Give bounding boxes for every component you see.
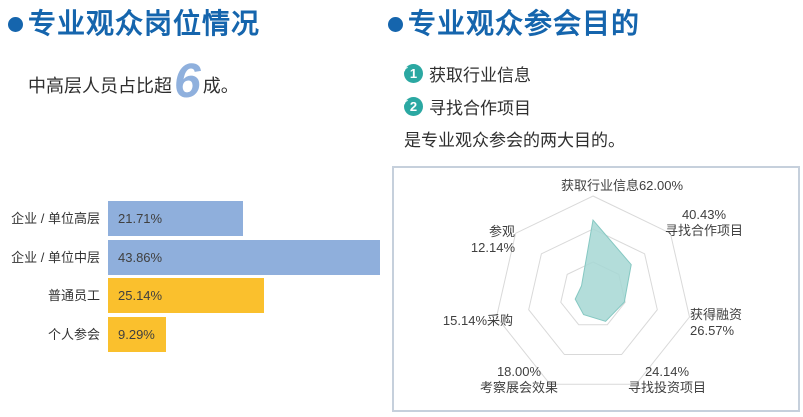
left-subtitle: 中高层人员占比超 6 成。: [28, 58, 239, 106]
bar-category-label: 个人参会: [47, 326, 100, 342]
radar-axis-label: 获得融资 26.57%: [690, 307, 743, 338]
right-section-title: 专业观众参会目的: [388, 8, 641, 40]
radar-axis-label: 参观 12.14%: [470, 224, 515, 255]
purpose-label: 获取行业信息: [429, 65, 531, 85]
highlight-number: 6: [174, 55, 201, 108]
right-title: 专业观众参会目的: [408, 8, 641, 39]
purpose-list: 1 获取行业信息 2 寻找合作项目: [404, 62, 531, 128]
bar-category-label: 企业 / 单位高层: [11, 211, 100, 226]
radar-grid: [495, 195, 691, 385]
radar-axis-label: 获取行业信息62.00%: [560, 178, 684, 193]
number-2-icon: 2: [404, 96, 423, 116]
purpose-label: 寻找合作项目: [429, 98, 531, 118]
radar-axis-label: 18.00% 考察展会效果: [479, 364, 559, 395]
bar: 21.71%: [108, 201, 243, 236]
radar-axis-label: 24.14% 寻找投资项目: [627, 364, 707, 395]
bar: 25.14%: [108, 278, 264, 313]
conclusion-text: 是专业观众参会的两大目的。: [404, 131, 625, 150]
bullet-icon: [388, 16, 403, 32]
bar-row: 企业 / 单位高层 21.71%: [0, 201, 390, 236]
list-item: 1 获取行业信息: [404, 62, 531, 85]
bullet-icon: [8, 16, 23, 32]
bar-category-label: 普通员工: [47, 288, 100, 303]
bar-value-label: 25.14%: [118, 288, 163, 303]
left-title: 专业观众岗位情况: [28, 8, 261, 39]
bar-value-label: 21.71%: [118, 211, 163, 226]
position-bar-chart: 企业 / 单位高层 21.71% 企业 / 单位中层 43.86% 普通员工 25.14%…: [0, 201, 390, 355]
bar-category-label: 企业 / 单位中层: [11, 249, 100, 265]
number-1-icon: 1: [404, 63, 423, 83]
bar: 9.29%: [108, 316, 166, 352]
radar-axis-label: 15.14%采购: [442, 313, 513, 328]
radar-axis-label: 40.43% 寻找合作项目: [664, 207, 744, 238]
bar-value-label: 43.86%: [118, 249, 163, 265]
list-item: 2 寻找合作项目: [404, 95, 531, 118]
subtitle-prefix: 中高层人员占比超: [28, 76, 172, 96]
bar-value-label: 9.29%: [118, 326, 155, 342]
radar-chart: 获取行业信息62.00% 40.43% 寻找合作项目 获得融资 26.57% 2…: [392, 166, 800, 412]
bar-row: 企业 / 单位中层 43.86%: [0, 239, 390, 275]
bar-row: 个人参会 9.29%: [0, 316, 390, 352]
bar: 43.86%: [108, 239, 380, 275]
left-section-title: 专业观众岗位情况: [8, 8, 261, 40]
bar-row: 普通员工 25.14%: [0, 278, 390, 313]
subtitle-suffix: 成。: [202, 76, 239, 96]
